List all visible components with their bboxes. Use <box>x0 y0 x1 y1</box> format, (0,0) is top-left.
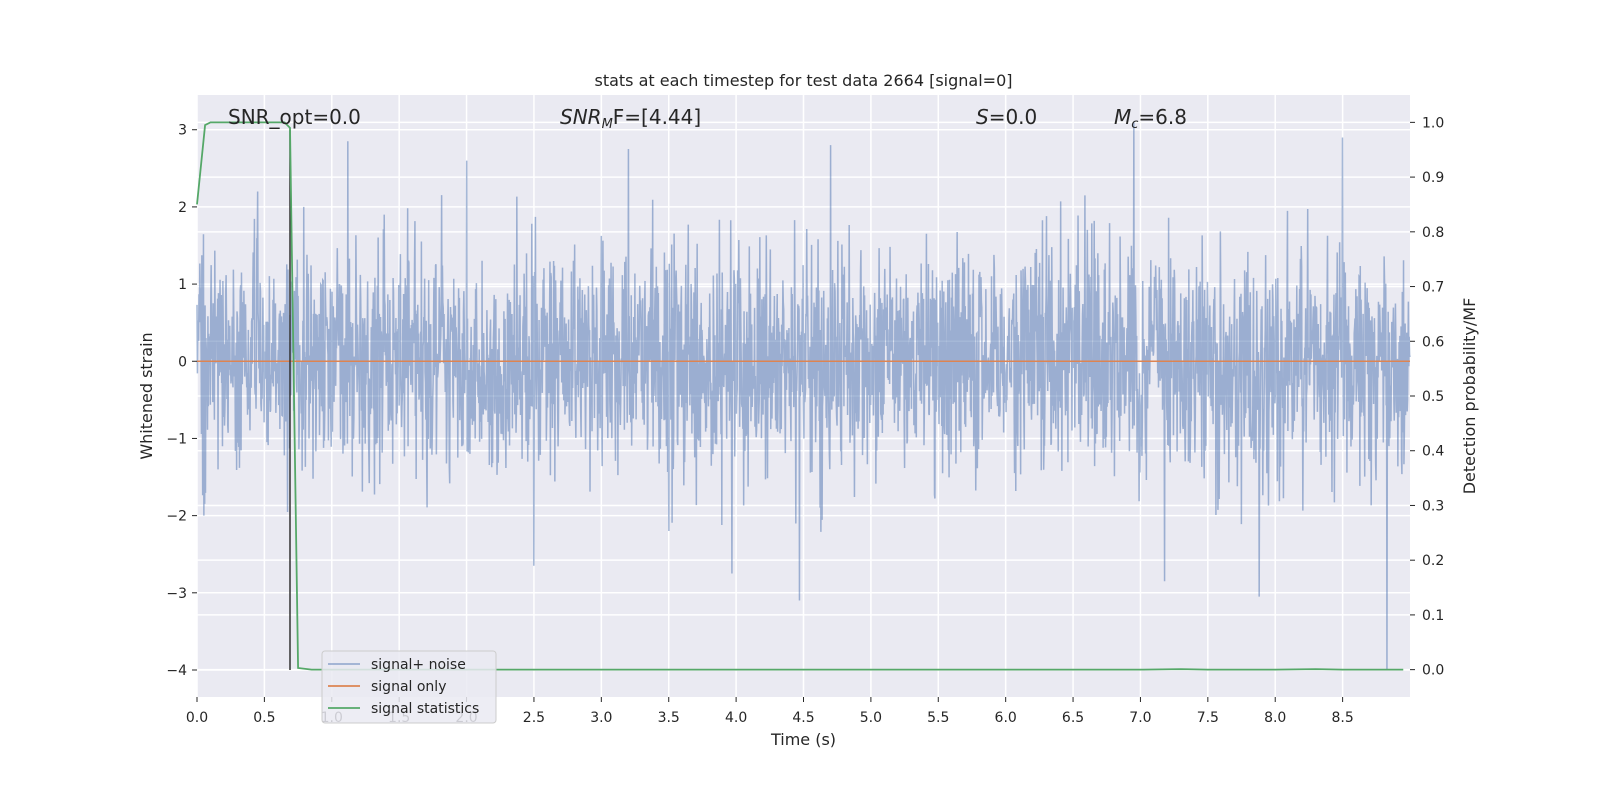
y-tick-label: −1 <box>166 431 187 447</box>
annotation-s-rest: =0.0 <box>989 105 1038 129</box>
y2-tick-label: 0.7 <box>1422 280 1444 296</box>
x-tick-label: 5.5 <box>927 710 949 726</box>
x-axis-title: Time (s) <box>770 730 836 749</box>
y2-tick-label: 0.5 <box>1422 389 1444 405</box>
annotation-mc-rest: =6.8 <box>1138 105 1187 129</box>
legend-box <box>321 650 497 724</box>
x-tick-label: 7.0 <box>1129 710 1151 726</box>
annotation-mc-name: M <box>1114 105 1131 129</box>
y2-tick-label: 0.4 <box>1422 444 1444 460</box>
y2-tick-label: 0.6 <box>1422 334 1444 350</box>
annotation-mc: Mc=6.8 <box>1114 105 1187 132</box>
x-tick-label: 7.5 <box>1197 710 1219 726</box>
annotation-snr-mf-rest: F=[4.44] <box>613 105 701 129</box>
annotation-snr-opt: SNR_opt=0.0 <box>228 105 361 129</box>
y-tick-label: 1 <box>178 277 187 293</box>
x-tick-label: 3.5 <box>658 710 680 726</box>
x-tick-label: 3.0 <box>590 710 612 726</box>
y2-tick-label: 0.9 <box>1422 170 1444 186</box>
x-tick-label: 6.0 <box>995 710 1017 726</box>
y-tick-label: −3 <box>166 586 187 602</box>
x-tick-label: 2.5 <box>523 710 545 726</box>
x-tick-label: 0.5 <box>253 710 275 726</box>
x-tick-label: 8.0 <box>1264 710 1286 726</box>
x-tick-label: 4.0 <box>725 710 747 726</box>
y2-tick-label: 0.0 <box>1422 663 1444 679</box>
annotation-snr-mf-name: SNR <box>560 105 602 129</box>
y2-tick-label: 0.8 <box>1422 225 1444 241</box>
chart-title: stats at each timestep for test data 266… <box>594 71 1012 90</box>
x-tick-label: 0.0 <box>186 710 208 726</box>
y-tick-label: 0 <box>178 354 187 370</box>
annotation-s-name: S <box>976 105 989 129</box>
y2-tick-label: 0.1 <box>1422 608 1444 624</box>
y-tick-label: −4 <box>166 663 187 679</box>
y2-tick-label: 1.0 <box>1422 115 1444 131</box>
y2-tick-label: 0.2 <box>1422 553 1444 569</box>
legend-label-signal-statistics: signal statistics <box>371 701 479 717</box>
signal-noise-series <box>196 122 1411 670</box>
annotation-mc-sub: c <box>1131 117 1138 132</box>
signal-noise-line <box>196 122 1411 670</box>
x-tick-label: 6.5 <box>1062 710 1084 726</box>
legend: signal+ noise signal only signal statist… <box>321 650 497 724</box>
annotation-snr-mf: SNRMF=[4.44] <box>560 105 701 132</box>
y-tick-label: 3 <box>178 123 187 139</box>
x-tick-label: 4.5 <box>792 710 814 726</box>
legend-label-signal-only: signal only <box>371 679 446 695</box>
x-tick-label: 8.5 <box>1331 710 1353 726</box>
annotation-snr-mf-sub: M <box>602 117 613 132</box>
x-tick-label: 5.0 <box>860 710 882 726</box>
y2-axis-title: Detection probability/MF <box>1460 298 1479 495</box>
y2-tick-label: 0.3 <box>1422 498 1444 514</box>
legend-label-signal-noise: signal+ noise <box>371 657 466 673</box>
y-tick-label: 2 <box>178 200 187 216</box>
y-axis-title: Whitened strain <box>137 332 156 459</box>
annotation-s: S=0.0 <box>976 105 1037 129</box>
y-tick-label: −2 <box>166 509 187 525</box>
